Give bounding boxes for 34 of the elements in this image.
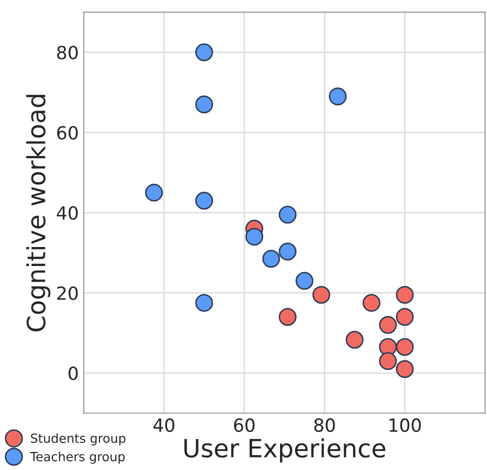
x-tick-label: 40 <box>153 418 174 432</box>
point <box>396 286 414 304</box>
x-tick-label: 100 <box>390 418 421 432</box>
y-tick-label: 20 <box>57 286 78 300</box>
point <box>195 192 214 210</box>
x-axis-title: User Experience <box>184 438 386 462</box>
point <box>195 43 214 62</box>
point <box>278 206 297 224</box>
point <box>195 294 214 312</box>
point <box>396 360 414 378</box>
point <box>262 250 280 268</box>
point <box>396 308 414 326</box>
x-tick-label: 80 <box>314 418 335 432</box>
legend-label: Teachers group <box>30 452 125 464</box>
point <box>245 228 264 246</box>
point <box>145 184 163 202</box>
point <box>312 286 330 304</box>
y-tick-label: 40 <box>56 206 78 220</box>
y-tick-label: 60 <box>57 126 78 140</box>
point <box>346 330 364 349</box>
point <box>379 352 397 370</box>
point <box>278 308 297 326</box>
y-axis-title: Cognitive workload <box>26 94 50 332</box>
point <box>278 242 297 260</box>
point <box>396 338 414 356</box>
point <box>195 96 214 114</box>
x-tick-label: 60 <box>234 418 255 432</box>
legend-label: Students group <box>30 433 126 446</box>
point <box>379 316 397 334</box>
point <box>296 272 314 290</box>
y-tick-label: 80 <box>57 46 78 60</box>
point <box>362 294 380 312</box>
point <box>328 88 347 106</box>
y-tick-label: 0 <box>68 366 78 380</box>
